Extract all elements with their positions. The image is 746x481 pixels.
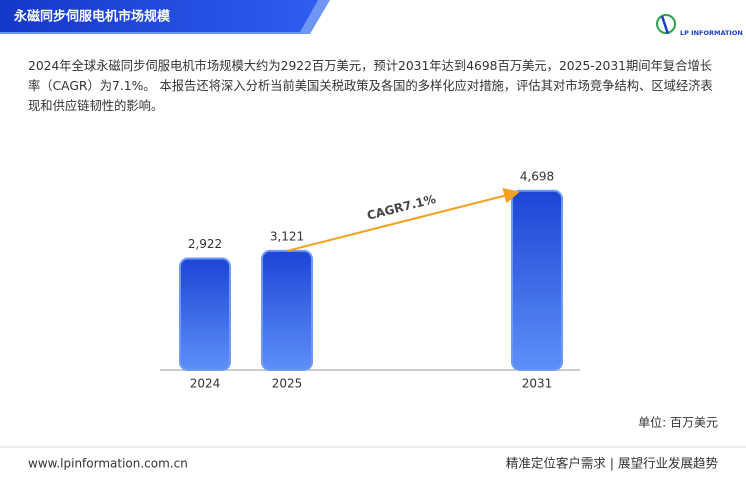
x-tick-label: 2031 [522,377,553,391]
unit-label: 单位: 百万美元 [638,415,718,430]
header-title: 永磁同步伺服电机市场规模 [13,9,171,25]
value-label: 3,121 [270,229,304,243]
header-bar [0,0,318,32]
logo: LP INFORMATION [656,14,743,37]
value-label: 4,698 [520,169,554,183]
value-label: 2,922 [188,237,222,251]
cagr-annotation: CAGR7.1% [366,192,438,223]
x-tick-label: 2024 [190,377,221,391]
bar [511,189,563,371]
intro-text: 2024年全球永磁同步伺服电机市场规模大约为2922百万美元，预计2031年达到… [28,59,713,113]
x-tick-label: 2025 [272,377,303,391]
bar [261,249,313,371]
bar [179,257,231,371]
cagr-arrow [286,187,520,252]
footer-slogan: 精准定位客户需求 | 展望行业发展趋势 [506,456,719,471]
logo-text: LP INFORMATION [680,29,743,37]
footer-website: www.lpinformation.com.cn [28,457,188,471]
